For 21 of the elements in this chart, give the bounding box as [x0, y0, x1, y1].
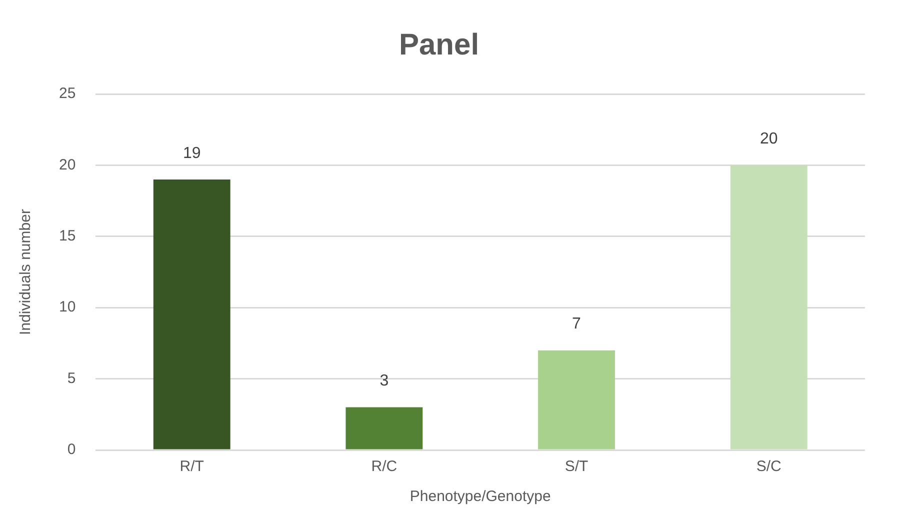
data-label: 7: [572, 316, 582, 333]
chart-title: Panel: [398, 28, 480, 62]
data-label: 19: [182, 144, 201, 162]
x-tick-label: S/C: [756, 458, 782, 476]
bar: [538, 350, 615, 450]
x-tick-label: R/T: [180, 458, 204, 476]
y-tick-label: 0: [67, 441, 76, 458]
x-axis-title: Phenotype/Genotype: [410, 488, 551, 506]
bar: [346, 407, 423, 450]
x-tick-label: R/C: [371, 458, 398, 476]
data-label: 3: [380, 372, 389, 390]
bar: [730, 165, 808, 450]
bar: [153, 179, 230, 450]
y-tick-label: 20: [58, 156, 76, 174]
y-tick-label: 10: [58, 298, 76, 316]
y-axis-title: Individuals number: [17, 209, 34, 335]
y-tick-label: 5: [67, 370, 76, 387]
data-label: 20: [760, 130, 778, 148]
y-tick-label: 25: [58, 85, 76, 102]
y-tick-label: 15: [58, 228, 76, 245]
x-tick-label: S/T: [564, 458, 588, 476]
